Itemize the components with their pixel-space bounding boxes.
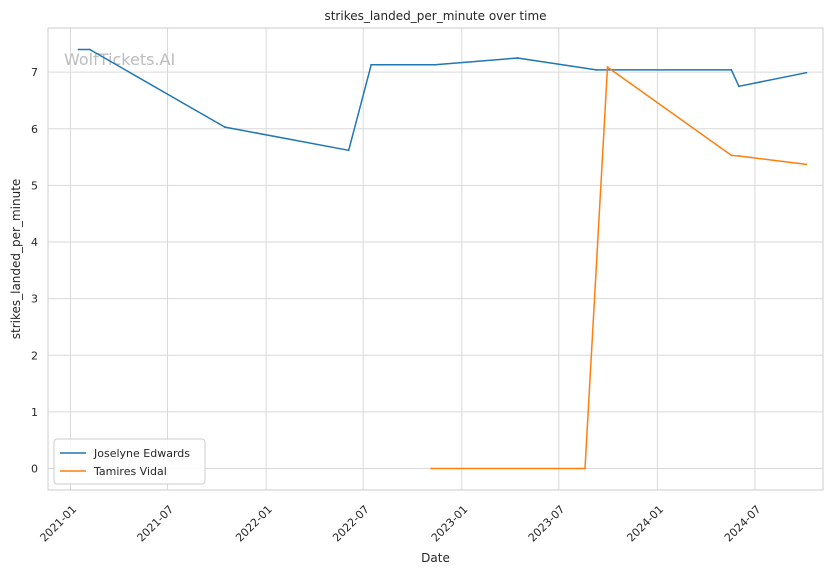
y-axis-ticks: 0 1 2 3 4 5 6 7 [31, 66, 38, 475]
data-point-series-2 [730, 154, 733, 157]
data-point-series-2 [584, 467, 586, 470]
x-tick-label: 2022-07 [330, 503, 372, 545]
x-axis-ticks: 2021-01 2021-07 2022-01 2022-07 2023-01 2023-… [38, 503, 764, 545]
data-point-series-1 [516, 57, 519, 59]
x-tick-label: 2021-07 [135, 503, 177, 545]
y-tick-label: 7 [31, 66, 38, 79]
data-point-series-1 [730, 68, 733, 71]
x-tick-label: 2023-01 [429, 503, 471, 545]
y-axis-label: strikes_landed_per_minute [9, 179, 23, 340]
data-point-series-1 [434, 63, 436, 66]
legend-label-series-1: Joselyne Edwards [93, 447, 190, 460]
chart-title: strikes_landed_per_minute over time [324, 9, 546, 23]
x-tick-label: 2022-01 [233, 503, 275, 545]
y-tick-label: 0 [31, 462, 38, 475]
x-tick-label: 2023-07 [526, 503, 568, 545]
legend: Joselyne Edwards Tamires Vidal [53, 438, 206, 485]
y-tick-label: 4 [31, 236, 38, 249]
x-tick-label: 2021-01 [38, 503, 80, 545]
legend-label-series-2: Tamires Vidal [93, 465, 167, 478]
data-point-series-1 [370, 63, 373, 66]
grid [48, 28, 823, 490]
data-point-series-1 [77, 48, 80, 51]
x-tick-label: 2024-01 [624, 503, 666, 545]
series-line-2 [431, 66, 807, 470]
y-tick-label: 2 [31, 349, 38, 362]
data-point-series-2 [737, 155, 740, 157]
x-axis-label: Date [421, 551, 450, 565]
y-tick-label: 3 [31, 293, 38, 306]
x-tick-label: 2024-07 [722, 503, 764, 545]
legend-box [53, 438, 206, 485]
watermark: WolfTickets.AI [64, 50, 175, 69]
y-tick-label: 6 [31, 123, 38, 136]
data-point-series-1 [805, 71, 808, 74]
series-layer [77, 48, 808, 470]
y-tick-label: 5 [31, 179, 38, 192]
data-point-series-1 [347, 149, 350, 152]
data-point-series-1 [595, 68, 598, 71]
data-point-series-1 [223, 126, 226, 128]
data-point-series-1 [88, 48, 91, 51]
data-point-series-1 [737, 85, 740, 88]
y-tick-label: 1 [31, 406, 38, 419]
plot-frame [47, 27, 824, 491]
data-point-series-2 [430, 467, 433, 470]
series-line-1 [78, 48, 807, 152]
data-point-series-2 [606, 66, 609, 68]
data-point-series-2 [805, 163, 808, 166]
